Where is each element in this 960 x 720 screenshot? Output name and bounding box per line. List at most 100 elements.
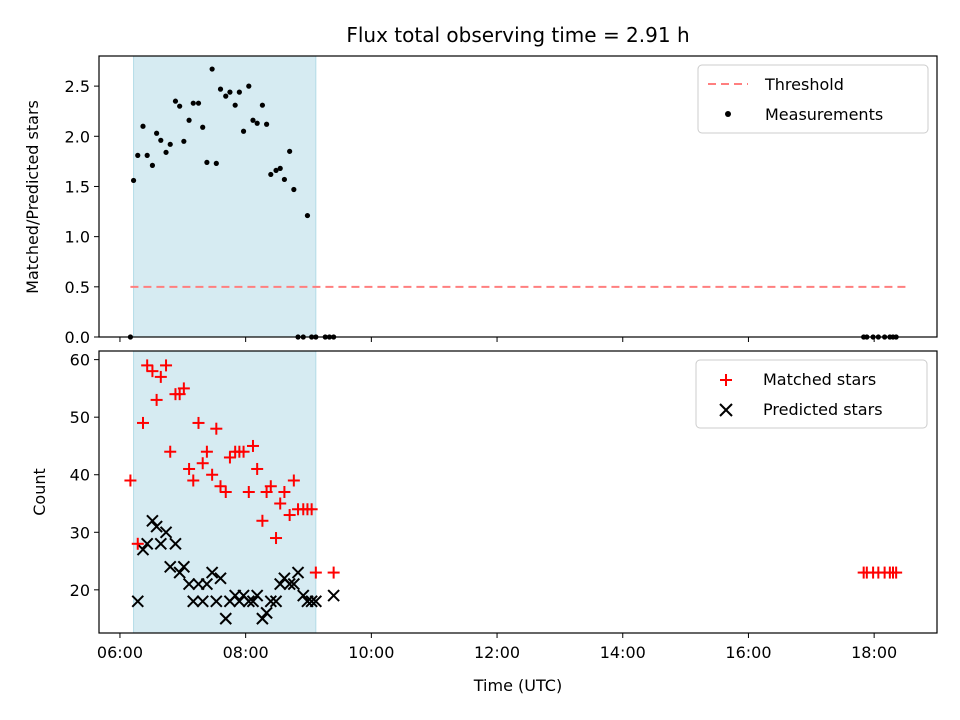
predicted-star-marker [219, 612, 232, 625]
predicted-star-marker [150, 520, 163, 533]
predicted-star-marker [264, 595, 277, 608]
predicted-star-marker [283, 577, 296, 591]
predicted-star-stroke [250, 589, 264, 602]
bottom-panel: 20 30 40 50 60 06:00 08:00 10:00 12:00 14:00 16:0… [30, 350, 938, 695]
y-tick-label: 50 [70, 408, 90, 427]
matched-star-marker [160, 359, 173, 372]
matched-star-marker [327, 566, 340, 579]
predicted-star-stroke [164, 560, 177, 574]
predicted-star-stroke [283, 577, 296, 591]
measurement-point [140, 123, 146, 129]
matched-star-marker [256, 514, 269, 527]
legend-predicted-label: Predicted stars [763, 400, 883, 419]
measurement-point [227, 89, 233, 95]
y-tick-label: 2.0 [65, 127, 90, 146]
measurement-point [254, 120, 260, 126]
legend-predicted-swatch [719, 403, 733, 417]
y-tick-label: 1.0 [65, 228, 90, 247]
x-tick-label: 14:00 [600, 643, 646, 662]
predicted-star-stroke [146, 514, 159, 527]
measurement-point [154, 130, 160, 136]
predicted-stars-markers [131, 514, 340, 625]
predicted-star-marker [214, 572, 227, 585]
top-y-ticks: 0.0 0.5 1.0 1.5 2.0 2.5 [65, 77, 99, 347]
x-tick-label: 18:00 [851, 643, 897, 662]
y-tick-label: 20 [70, 581, 90, 600]
predicted-star-stroke [187, 595, 200, 608]
predicted-star-stroke [177, 560, 191, 574]
predicted-star-marker [269, 595, 283, 608]
measurement-point [232, 102, 238, 108]
top-x-ticks [119, 337, 875, 342]
measurement-point [217, 86, 224, 92]
predicted-star-stroke [210, 595, 223, 608]
measurement-point [200, 124, 206, 130]
matched-star-marker [242, 486, 255, 498]
predicted-star-stroke [287, 577, 301, 591]
matched-star-marker [283, 509, 296, 522]
predicted-star-marker [291, 566, 305, 579]
bottom-y-ticks: 20 30 40 50 60 [70, 351, 99, 600]
matched-star-marker [305, 503, 318, 516]
legend-matched-swatch [720, 374, 732, 386]
predicted-star-stroke [246, 595, 260, 608]
matched-star-marker [187, 474, 200, 487]
predicted-star-stroke [150, 520, 163, 533]
y-tick-label: 40 [70, 466, 90, 485]
y-tick-label: 0.0 [65, 328, 90, 347]
predicted-star-stroke [205, 566, 219, 579]
measurement-point [264, 121, 270, 127]
chart-title: Flux total observing time = 2.91 h [346, 23, 689, 47]
predicted-star-marker [210, 595, 223, 608]
top-panel: 0.0 0.5 1.0 1.5 2.0 2.5 Matched/Predicted sta… [23, 55, 938, 347]
measurement-point [144, 152, 150, 158]
predicted-star-stroke [291, 566, 305, 579]
measurement-point [135, 152, 141, 158]
matched-star-marker [246, 439, 259, 452]
top-legend-box [697, 64, 929, 134]
measurement-point [250, 117, 256, 123]
predicted-star-stroke [260, 606, 273, 620]
matched-star-marker [164, 445, 177, 458]
top-axes-frame [98, 55, 938, 338]
predicted-star-stroke [154, 537, 168, 551]
predicted-star-stroke [264, 595, 277, 608]
measurement-point [281, 176, 288, 183]
legend-matched-label: Matched stars [763, 370, 876, 389]
measurement-point [240, 128, 247, 134]
matched-star-marker [177, 382, 190, 395]
measurement-point [158, 137, 164, 143]
x-tick-label: 12:00 [474, 643, 520, 662]
predicted-star-marker [182, 577, 196, 591]
matched-star-marker [154, 370, 167, 383]
matched-star-marker [136, 416, 149, 429]
y-tick-label: 1.5 [65, 177, 90, 196]
measurement-point [259, 102, 266, 108]
x-tick-label: 06:00 [97, 643, 143, 662]
matched-star-marker [210, 422, 223, 435]
predicted-star-stroke [173, 566, 186, 579]
matched-star-marker [192, 416, 205, 429]
measurement-point [287, 148, 293, 154]
predicted-star-stroke [233, 595, 246, 608]
matched-star-marker [237, 445, 250, 458]
predicted-star-marker [287, 577, 301, 591]
bottom-legend-box [695, 359, 928, 429]
measurement-point [163, 149, 169, 155]
predicted-star-stroke [136, 543, 150, 556]
predicted-star-marker [327, 589, 340, 602]
measurement-point [181, 138, 187, 144]
measurement-point [246, 83, 252, 89]
predicted-star-marker [250, 589, 264, 602]
predicted-star-stroke [200, 577, 214, 591]
measurement-point [236, 89, 242, 95]
predicted-star-stroke [305, 595, 318, 608]
matched-star-marker [196, 457, 209, 470]
predicted-star-marker [173, 566, 186, 579]
predicted-star-marker [140, 537, 154, 551]
top-y-axis-label: Matched/Predicted stars [23, 100, 42, 294]
predicted-star-stroke [242, 595, 255, 608]
predicted-star-stroke [159, 526, 173, 539]
measurement-point [223, 93, 229, 99]
